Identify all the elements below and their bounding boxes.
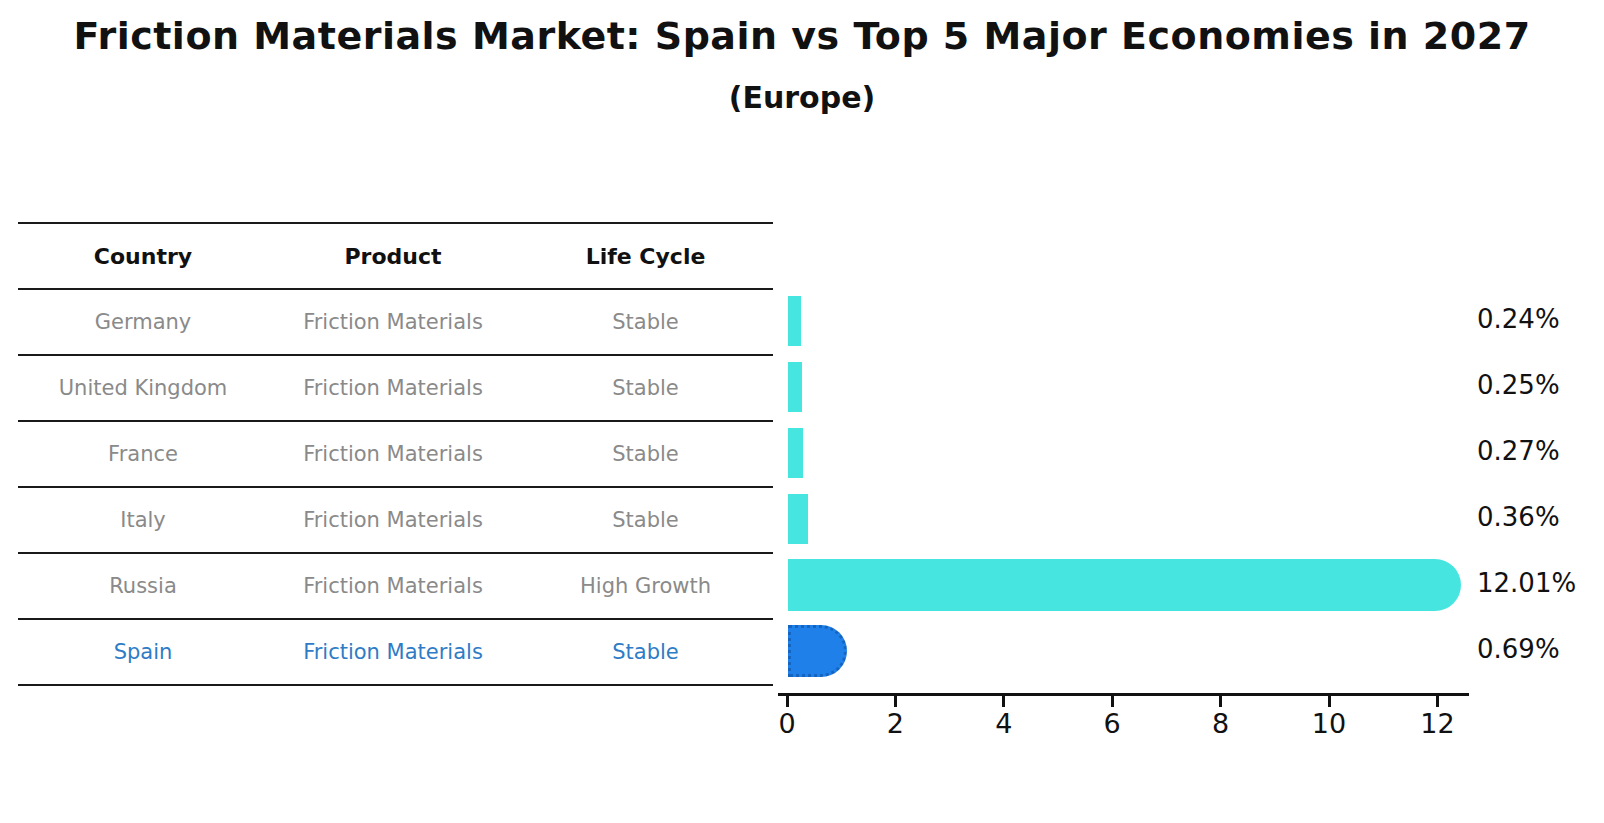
bar-france bbox=[788, 428, 803, 478]
chart-subtitle: (Europe) bbox=[0, 80, 1604, 115]
table-row-united-kingdom: United Kingdom Friction Materials Stable bbox=[18, 356, 773, 422]
cell-life-cycle: High Growth bbox=[518, 574, 773, 598]
bar-row-italy: 0.36% bbox=[788, 486, 1604, 552]
bar-spain bbox=[788, 625, 847, 677]
table-header-row: Country Product Life Cycle bbox=[18, 224, 773, 290]
cell-country: United Kingdom bbox=[18, 376, 268, 400]
summary-table: Country Product Life Cycle Germany Frict… bbox=[18, 222, 773, 686]
x-tick bbox=[1328, 696, 1331, 707]
cell-life-cycle: Stable bbox=[518, 442, 773, 466]
value-label-russia: 12.01% bbox=[1477, 568, 1604, 598]
x-tick-label: 10 bbox=[1312, 708, 1346, 739]
x-axis-line bbox=[778, 693, 1469, 696]
x-tick bbox=[1002, 696, 1005, 707]
cell-product: Friction Materials bbox=[268, 574, 518, 598]
bar-united-kingdom bbox=[788, 362, 802, 412]
table-row-germany: Germany Friction Materials Stable bbox=[18, 290, 773, 356]
table-row-russia: Russia Friction Materials High Growth bbox=[18, 554, 773, 620]
bar-germany bbox=[788, 296, 801, 346]
cell-country: France bbox=[18, 442, 268, 466]
value-label-italy: 0.36% bbox=[1477, 502, 1604, 532]
bar-row-russia: 12.01% bbox=[788, 552, 1604, 618]
table-row-france: France Friction Materials Stable bbox=[18, 422, 773, 488]
cell-country: Spain bbox=[18, 640, 268, 664]
x-tick bbox=[1111, 696, 1114, 707]
cell-product: Friction Materials bbox=[268, 310, 518, 334]
x-tick bbox=[894, 696, 897, 707]
x-tick-label: 0 bbox=[778, 708, 795, 739]
table-row-italy: Italy Friction Materials Stable bbox=[18, 488, 773, 554]
bar-russia bbox=[788, 559, 1461, 611]
cell-life-cycle: Stable bbox=[518, 310, 773, 334]
cell-product: Friction Materials bbox=[268, 376, 518, 400]
value-label-germany: 0.24% bbox=[1477, 304, 1604, 334]
cell-product: Friction Materials bbox=[268, 442, 518, 466]
table-header-life-cycle: Life Cycle bbox=[518, 244, 773, 269]
bar-row-germany: 0.24% bbox=[788, 288, 1604, 354]
x-tick-label: 4 bbox=[995, 708, 1012, 739]
x-tick-label: 8 bbox=[1212, 708, 1229, 739]
cell-product: Friction Materials bbox=[268, 640, 518, 664]
chart-title: Friction Materials Market: Spain vs Top … bbox=[0, 14, 1604, 58]
x-tick bbox=[1219, 696, 1222, 707]
bar-italy bbox=[788, 494, 808, 544]
cell-life-cycle: Stable bbox=[518, 376, 773, 400]
cell-country: Italy bbox=[18, 508, 268, 532]
value-label-spain: 0.69% bbox=[1477, 634, 1604, 664]
x-tick bbox=[786, 696, 789, 707]
value-label-united-kingdom: 0.25% bbox=[1477, 370, 1604, 400]
table-header-country: Country bbox=[18, 244, 268, 269]
cell-country: Russia bbox=[18, 574, 268, 598]
table-row-spain: Spain Friction Materials Stable bbox=[18, 620, 773, 686]
cell-product: Friction Materials bbox=[268, 508, 518, 532]
table-header-product: Product bbox=[268, 244, 518, 269]
bar-row-united-kingdom: 0.25% bbox=[788, 354, 1604, 420]
cell-life-cycle: Stable bbox=[518, 640, 773, 664]
x-tick bbox=[1436, 696, 1439, 707]
bar-row-france: 0.27% bbox=[788, 420, 1604, 486]
figure-canvas: Friction Materials Market: Spain vs Top … bbox=[0, 0, 1604, 823]
x-tick-label: 6 bbox=[1104, 708, 1121, 739]
bar-row-spain: 0.69% bbox=[788, 618, 1604, 684]
x-tick-label: 2 bbox=[887, 708, 904, 739]
cell-country: Germany bbox=[18, 310, 268, 334]
value-label-france: 0.27% bbox=[1477, 436, 1604, 466]
x-tick-label: 12 bbox=[1420, 708, 1454, 739]
cell-life-cycle: Stable bbox=[518, 508, 773, 532]
